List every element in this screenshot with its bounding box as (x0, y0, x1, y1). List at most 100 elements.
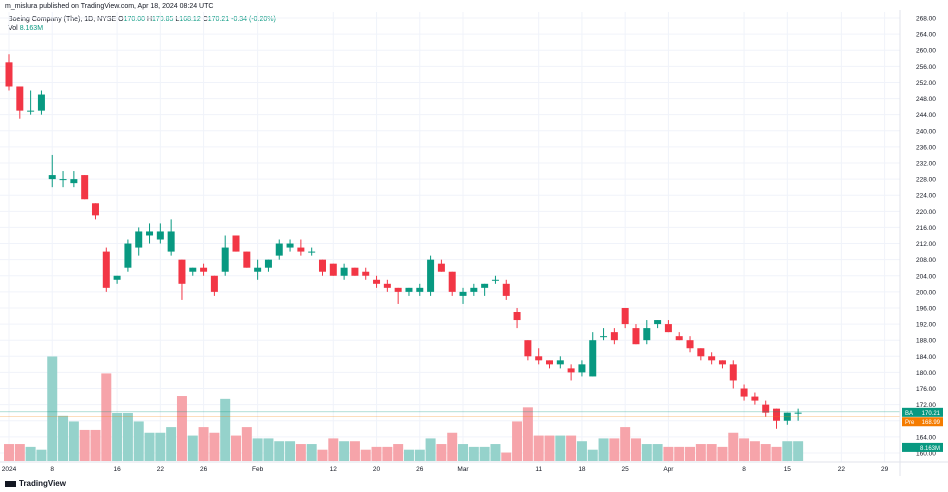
volume-bar (717, 446, 728, 461)
x-tick-label: 29 (881, 466, 889, 473)
y-tick-label: 172.00 (916, 402, 936, 409)
volume-bar (566, 435, 577, 461)
volume-bar (490, 444, 501, 461)
volume-bar (263, 438, 274, 461)
gridlines (0, 12, 900, 462)
candle-body (210, 275, 218, 292)
close-label: C (202, 16, 208, 23)
publisher-line: m_mislura published on TradingView.com, … (5, 3, 214, 10)
volume-bar (771, 446, 782, 461)
volume-bar (749, 441, 760, 461)
volume-bar (371, 446, 382, 461)
volume-legend: Vol 8.163M (8, 25, 43, 32)
volume-bar (317, 449, 328, 461)
premarket-price-tag-value: 168.99 (922, 420, 941, 426)
x-tick-label: 8 (742, 466, 746, 473)
y-tick-label: 192.00 (916, 322, 936, 329)
volume-bar (782, 441, 793, 461)
volume-bar (403, 449, 414, 461)
volume-bar (101, 373, 112, 461)
volume-bar (620, 427, 631, 461)
x-tick-label: 15 (784, 466, 792, 473)
y-tick-label: 232.00 (916, 161, 936, 168)
candle-body (567, 368, 575, 373)
candle-body (751, 396, 759, 401)
volume-bar (144, 432, 155, 461)
x-tick-label: 25 (622, 466, 630, 473)
candles (5, 54, 802, 429)
y-tick-label: 196.00 (916, 305, 936, 312)
volume-tag-bg (902, 442, 943, 452)
last-price-tag-label: BA (905, 411, 913, 417)
volume-bar (706, 444, 717, 461)
x-tick-label: 22 (838, 466, 846, 473)
candle-body (243, 251, 251, 268)
volume-bar (447, 432, 458, 461)
y-tick-label: 256.00 (916, 64, 936, 71)
candle-body (632, 328, 640, 345)
volume-label: Vol (8, 25, 18, 32)
candle-body (513, 312, 521, 321)
volume-bar (436, 444, 447, 461)
candle-body (383, 283, 391, 288)
volume-bar (760, 444, 771, 461)
candle-body (654, 320, 662, 325)
volume-value: 8.163M (19, 25, 44, 32)
volume-bar (360, 449, 371, 461)
y-tick-label: 208.00 (916, 257, 936, 264)
volume-bar (295, 444, 306, 461)
y-axis-labels: 160.00164.00168.00172.00176.00180.00184.… (916, 16, 936, 458)
tradingview-logo[interactable]: TradingView (5, 479, 66, 488)
candle-body (718, 360, 726, 365)
y-tick-label: 180.00 (916, 370, 936, 377)
volume-bar (598, 438, 609, 461)
x-tick-label: 20 (373, 466, 381, 473)
candle-body (643, 328, 651, 341)
volume-bar (695, 444, 706, 461)
volume-bar (252, 438, 263, 461)
volume-bar (241, 427, 252, 461)
volume-bar (587, 449, 598, 461)
volume-bar (663, 446, 674, 461)
premarket-price-tag-label: Pre (905, 420, 915, 426)
volume-tag: 8.163M (902, 442, 943, 452)
volume-bar (79, 429, 90, 461)
volume-bar (555, 435, 566, 461)
candle-body (167, 231, 175, 252)
volume-bar (544, 435, 555, 461)
volume-bar (68, 421, 79, 461)
y-tick-label: 236.00 (916, 144, 936, 151)
tradingview-logo-icon (5, 481, 16, 487)
volume-bar (630, 438, 641, 461)
volume-bar (652, 444, 663, 461)
candle-body (491, 279, 499, 281)
symbol-name: Boeing Company (The), 1D, NYSE (8, 16, 117, 23)
candle-body (232, 235, 240, 252)
volume-bar (339, 441, 350, 461)
volume-bar (198, 427, 209, 461)
x-tick-label: 22 (157, 466, 165, 473)
candle-body (362, 271, 370, 276)
tradingview-logo-text: TradingView (19, 479, 66, 488)
candle-body (502, 283, 510, 296)
x-tick-label: Feb (252, 466, 264, 473)
volume-bar (274, 441, 285, 461)
candle-body (27, 110, 35, 112)
volume-bar (328, 438, 339, 461)
candle-body (81, 175, 89, 200)
volume-bar (382, 446, 393, 461)
candle-body (124, 243, 132, 268)
volume-bar (674, 446, 685, 461)
candle-body (740, 388, 748, 397)
candle-body (254, 267, 262, 272)
y-tick-label: 176.00 (916, 386, 936, 393)
volume-bar (285, 441, 296, 461)
candle-body (329, 263, 337, 276)
volume-bar (512, 421, 523, 461)
volume-bar (728, 432, 739, 461)
open-label: O (118, 16, 124, 23)
y-tick-label: 184.00 (916, 354, 936, 361)
candle-body (264, 259, 272, 268)
candle-body (297, 247, 305, 252)
